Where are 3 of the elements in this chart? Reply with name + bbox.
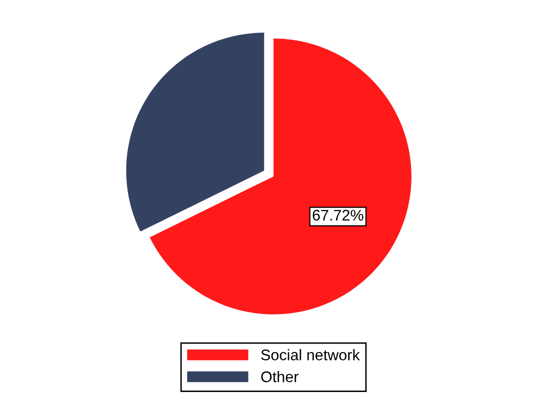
legend-label: Other [261, 371, 298, 382]
legend-label: Social network [261, 349, 360, 360]
data-label: 67.72% [312, 210, 364, 221]
